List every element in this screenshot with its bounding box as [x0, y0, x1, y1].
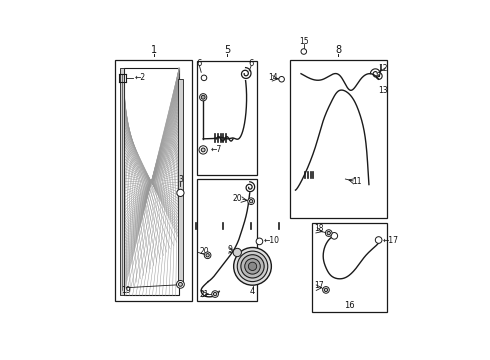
Circle shape	[201, 75, 207, 81]
Text: 11: 11	[352, 177, 361, 186]
Text: 20: 20	[199, 247, 209, 256]
Circle shape	[248, 198, 254, 204]
Text: 6: 6	[196, 59, 202, 68]
Circle shape	[375, 237, 382, 243]
Circle shape	[178, 283, 182, 286]
Circle shape	[331, 233, 338, 239]
Bar	[197, 179, 257, 301]
Circle shape	[176, 280, 184, 288]
Bar	[290, 60, 387, 218]
Circle shape	[204, 252, 211, 258]
Text: 17: 17	[314, 281, 324, 290]
Circle shape	[248, 262, 257, 270]
Circle shape	[212, 291, 219, 297]
Text: 16: 16	[344, 301, 355, 310]
Text: 18: 18	[314, 224, 324, 233]
Text: 13: 13	[378, 86, 388, 95]
Text: 12: 12	[378, 64, 388, 73]
Text: 3: 3	[178, 175, 183, 184]
Text: 19: 19	[121, 286, 130, 295]
Bar	[312, 223, 387, 312]
Circle shape	[322, 287, 329, 293]
Circle shape	[201, 148, 205, 152]
Text: ←7: ←7	[211, 145, 222, 154]
Circle shape	[206, 253, 209, 257]
Text: 1: 1	[150, 45, 157, 55]
Circle shape	[199, 94, 207, 101]
Circle shape	[256, 238, 263, 245]
Bar	[123, 68, 179, 296]
Circle shape	[241, 255, 264, 278]
Text: ←2: ←2	[134, 72, 145, 81]
Circle shape	[324, 288, 328, 292]
Text: 21: 21	[199, 289, 209, 298]
Bar	[120, 68, 124, 296]
Circle shape	[201, 95, 205, 99]
Circle shape	[249, 199, 253, 203]
Text: 4: 4	[250, 287, 255, 296]
Bar	[115, 60, 192, 301]
Circle shape	[214, 292, 217, 296]
Circle shape	[279, 76, 284, 82]
Circle shape	[325, 230, 332, 237]
Circle shape	[233, 248, 242, 257]
Text: 6: 6	[248, 59, 254, 68]
Circle shape	[177, 189, 184, 197]
Text: 5: 5	[224, 45, 230, 55]
Circle shape	[237, 251, 268, 282]
Text: 14: 14	[269, 73, 278, 82]
Text: 15: 15	[299, 37, 309, 46]
Bar	[178, 79, 183, 284]
Circle shape	[301, 49, 307, 54]
Circle shape	[234, 247, 271, 285]
Circle shape	[327, 231, 330, 235]
Circle shape	[245, 258, 260, 274]
Bar	[197, 61, 257, 175]
Text: ←17: ←17	[383, 235, 399, 244]
Circle shape	[199, 146, 207, 154]
Text: 8: 8	[335, 45, 342, 55]
Text: 9: 9	[228, 245, 233, 254]
Text: ←10: ←10	[263, 235, 279, 244]
Text: 20: 20	[232, 194, 242, 203]
